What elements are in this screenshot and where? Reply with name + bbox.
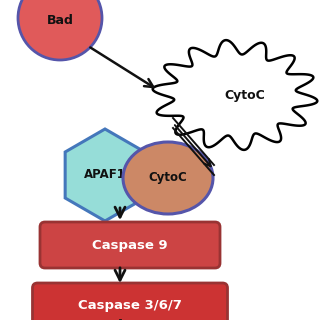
Text: CytoC: CytoC <box>225 89 265 101</box>
Polygon shape <box>153 40 317 150</box>
Text: Caspase 9: Caspase 9 <box>92 238 168 252</box>
FancyBboxPatch shape <box>40 222 220 268</box>
Text: Bad: Bad <box>47 13 73 27</box>
Circle shape <box>18 0 102 60</box>
FancyBboxPatch shape <box>33 283 228 320</box>
Text: Caspase 3/6/7: Caspase 3/6/7 <box>78 300 182 313</box>
Text: APAF1: APAF1 <box>84 169 126 181</box>
Ellipse shape <box>123 142 213 214</box>
Polygon shape <box>65 129 145 221</box>
Text: CytoC: CytoC <box>148 172 188 185</box>
